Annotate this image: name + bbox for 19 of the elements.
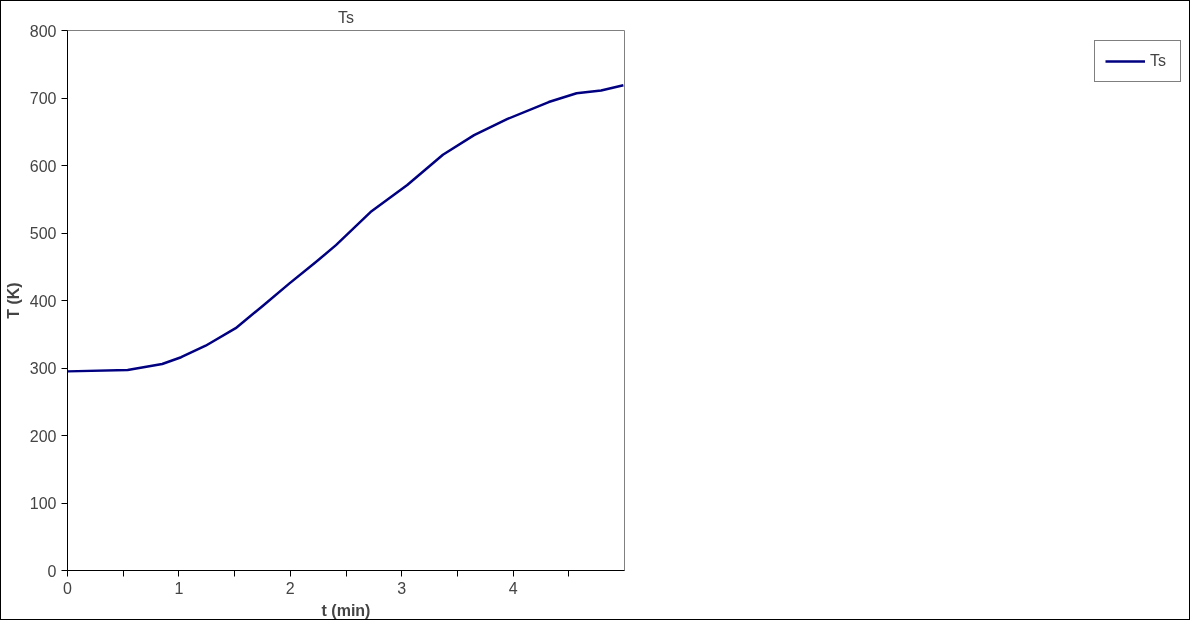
x-tick-label: 1: [174, 579, 184, 597]
y-tick-label: 100: [29, 495, 57, 512]
y-tick-label: 400: [29, 292, 57, 310]
line-series: [67, 83, 625, 373]
x-tick-label: 3: [397, 579, 407, 597]
chart-title: Ts: [338, 8, 354, 26]
x-tick-label: 2: [285, 579, 295, 597]
y-tick-label: 500: [29, 225, 57, 242]
y-tick-label: 0: [47, 562, 57, 580]
x-tick-label: 0: [63, 579, 73, 597]
y-tick-label: 200: [29, 427, 57, 445]
y-tick-label: 300: [29, 360, 57, 377]
x-axis-title: t (min): [321, 601, 371, 619]
y-tick-label: 700: [29, 90, 57, 107]
x-tick-label: 4: [508, 579, 518, 597]
legend-label: Ts: [1150, 52, 1167, 70]
y-tick-label: 800: [29, 22, 57, 40]
y-tick-label: 600: [29, 157, 57, 175]
y-axis-title: T (K): [4, 282, 22, 319]
